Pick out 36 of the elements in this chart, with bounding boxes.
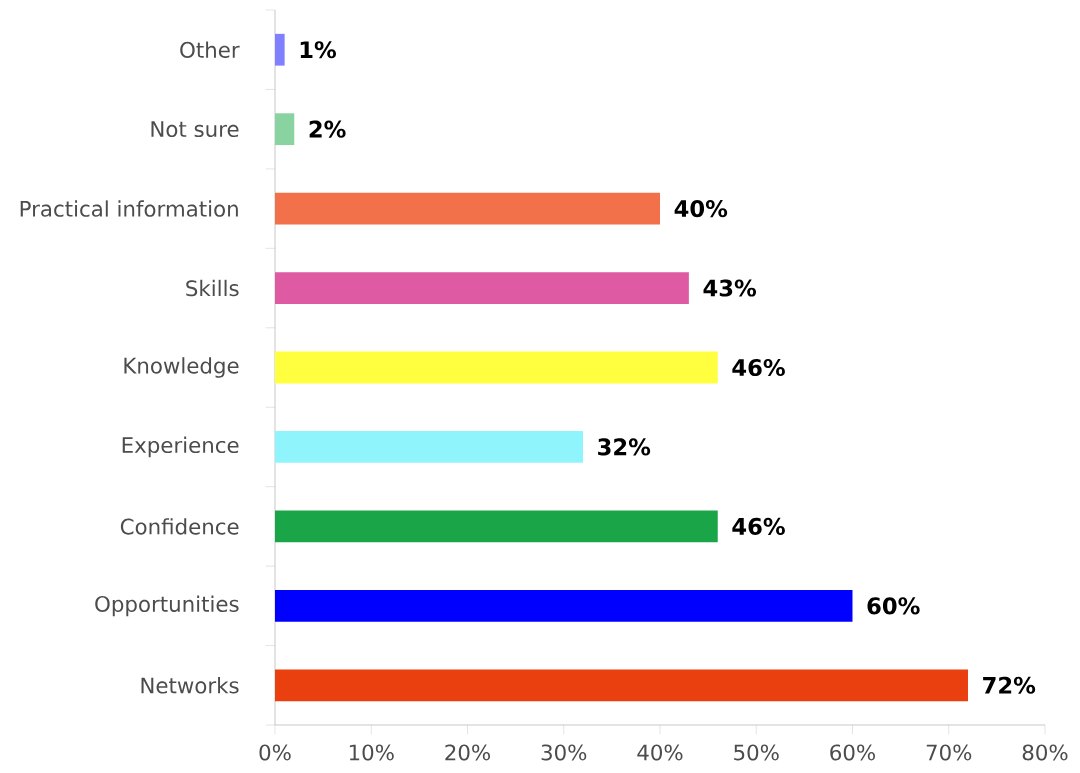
x-tick-label: 40% [637,744,683,761]
data-label: 32% [598,438,651,456]
x-tick-label: 60% [830,744,876,761]
bar [275,669,968,702]
bar [275,431,583,463]
x-tick-label: 20% [445,744,491,761]
data-label: 40% [674,200,728,218]
y-tick-label: Not sure [151,121,239,138]
x-tick-label: 10% [349,744,394,761]
bar [275,192,660,225]
bar [275,510,718,543]
data-label: 46% [732,517,785,535]
y-tick-label: Networks [141,677,239,694]
x-tick-label: 80% [1022,744,1068,761]
x-tick-label: 70% [926,744,972,761]
data-label: 60% [867,597,920,615]
bar [275,113,295,146]
x-tick-label: 50% [734,744,779,761]
bar [275,589,853,622]
y-tick-label: Opportunities [95,595,239,617]
bar [275,33,285,66]
x-tick-label: 0% [259,744,291,761]
bar [275,351,718,384]
x-tick-label: 30% [541,744,587,761]
y-tick-label: Confidence [120,518,239,535]
data-label: 46% [732,358,785,377]
y-tick-label: Practical information [20,200,238,217]
y-tick-label: Skills [186,279,239,297]
bar [275,272,689,304]
y-tick-label: Knowledge [124,357,239,378]
data-label: 43% [703,279,757,297]
data-label: 72% [983,676,1036,694]
data-label: 1% [300,41,336,59]
y-tick-label: Other [180,41,240,58]
y-tick-label: Experience [122,436,239,458]
data-label: 2% [309,120,346,138]
